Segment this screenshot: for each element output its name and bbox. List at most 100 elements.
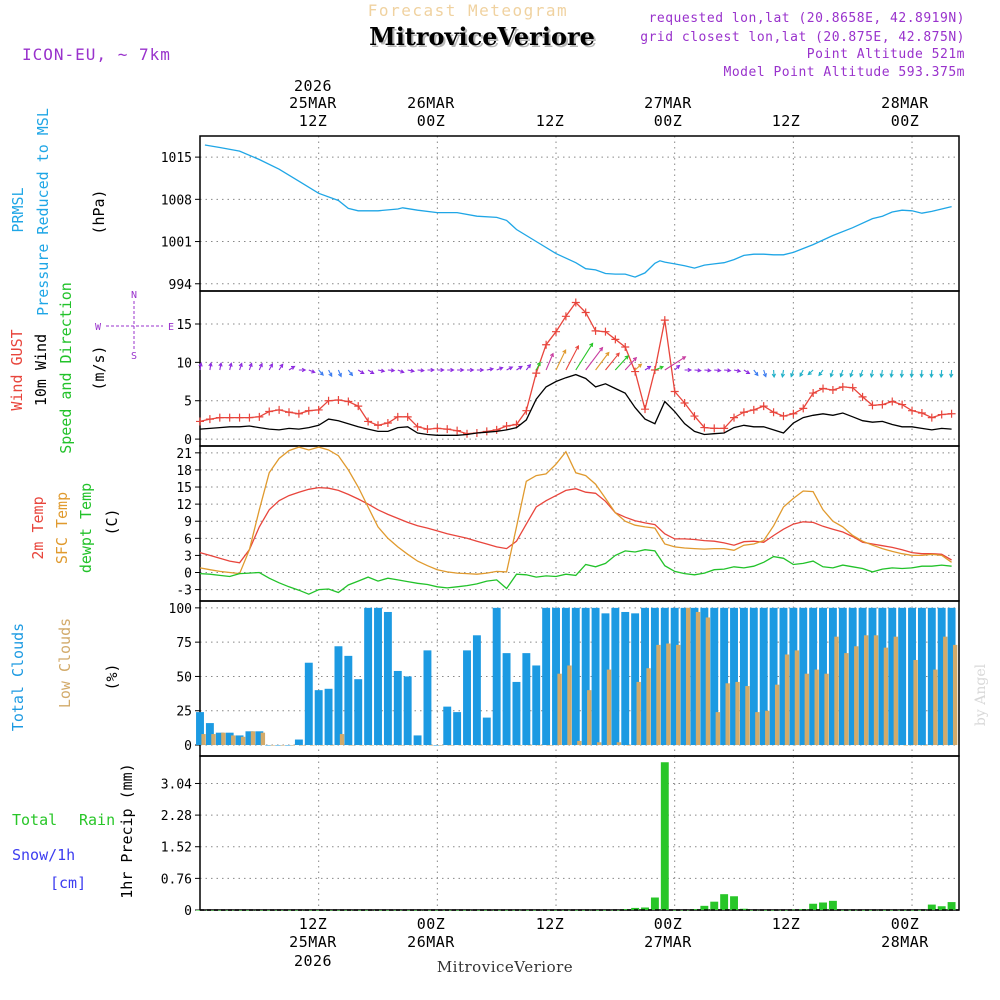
bottom-hour-27mar-12z: 12Z bbox=[772, 915, 801, 933]
wind-direction-arrow bbox=[407, 368, 416, 373]
precip-snow-label: Snow/1h bbox=[12, 846, 75, 864]
total-cloud-bar bbox=[344, 655, 353, 746]
wind-gust-marker bbox=[927, 413, 936, 422]
y-tick-label: 0.76 bbox=[161, 872, 192, 887]
wind-direction-arrow bbox=[525, 363, 532, 371]
low-cloud-bar bbox=[300, 745, 305, 746]
y-tick-label: 2.28 bbox=[161, 809, 192, 824]
temperature-panel-frame bbox=[199, 445, 960, 602]
low-cloud-bar bbox=[240, 736, 246, 746]
low-cloud-bar bbox=[418, 745, 424, 746]
total-cloud-bar bbox=[581, 607, 590, 746]
wind-direction-arrow bbox=[575, 342, 594, 371]
wind-gust-marker bbox=[908, 406, 917, 415]
low-cloud-bar bbox=[517, 745, 523, 746]
y-tick-label: 15 bbox=[176, 318, 192, 333]
wind-gust-marker bbox=[196, 417, 204, 426]
y-tick-label: 3 bbox=[184, 549, 192, 564]
wind-gust-marker bbox=[888, 397, 897, 406]
wind-10m-label: 10m Wind bbox=[32, 334, 50, 406]
wind-gust-marker bbox=[443, 425, 452, 434]
rain-bar bbox=[670, 910, 679, 911]
low-cloud-bar bbox=[695, 611, 701, 746]
total-cloud-bar bbox=[393, 670, 402, 746]
top-year-label: 2026 bbox=[294, 77, 332, 95]
wind-direction-arrow bbox=[238, 362, 243, 371]
wind-direction-arrow bbox=[506, 366, 514, 371]
wind-panel-frame bbox=[199, 290, 960, 447]
top-hour-28mar-00z: 00Z bbox=[891, 112, 920, 130]
wind-direction-arrow bbox=[869, 369, 875, 379]
total-cloud-bar bbox=[739, 607, 748, 746]
wind-gust-marker bbox=[364, 417, 373, 426]
low-cloud-bar bbox=[626, 745, 631, 746]
total-cloud-bar bbox=[621, 611, 630, 746]
bottom-year-label: 2026 bbox=[294, 952, 332, 970]
low-cloud-bar bbox=[577, 740, 582, 746]
wind-direction-arrow bbox=[919, 369, 924, 379]
rain-bar bbox=[819, 902, 827, 910]
wind-gust-marker bbox=[393, 412, 402, 421]
wind-direction-arrow bbox=[909, 369, 914, 379]
watermark: by Angel bbox=[973, 663, 989, 726]
low-cloud-bar bbox=[310, 745, 315, 746]
wind-direction-arrow bbox=[714, 368, 722, 373]
total-cloud-bar bbox=[205, 723, 214, 746]
rain-bar bbox=[631, 907, 640, 910]
wind-gust-marker bbox=[828, 385, 837, 394]
low-cloud-bar bbox=[834, 636, 839, 746]
total-cloud-bar bbox=[492, 607, 501, 746]
pressure-panel: 994 1001 1008 1015 bbox=[161, 135, 960, 293]
bottom-hour-25mar-12z: 12Z bbox=[299, 915, 328, 933]
y-tick-label: 3.04 bbox=[161, 777, 192, 792]
wind-gust-marker bbox=[532, 369, 541, 378]
total-cloud-bar bbox=[828, 607, 837, 746]
low-cloud-bar bbox=[854, 646, 859, 746]
wind-10m-line bbox=[199, 373, 952, 436]
wind-gust-marker bbox=[730, 413, 739, 422]
bottom-date-27mar: 27MAR bbox=[644, 933, 692, 951]
wind-direction-arrow bbox=[258, 362, 263, 371]
low-cloud-bar bbox=[596, 742, 602, 746]
y-tick-label: 75 bbox=[176, 636, 192, 651]
wind-gust-marker bbox=[710, 424, 719, 433]
low-cloud-bar bbox=[705, 617, 711, 746]
total-cloud-bar bbox=[265, 745, 274, 746]
total-cloud-bar bbox=[364, 607, 373, 746]
rain-bar bbox=[690, 909, 699, 910]
low-cloud-bar bbox=[537, 745, 542, 746]
low-cloud-bar bbox=[606, 669, 612, 746]
low-cloud-bar bbox=[685, 607, 691, 746]
temp-unit: (C) bbox=[103, 508, 121, 535]
total-cloud-bar bbox=[472, 635, 481, 746]
wind-gust-marker bbox=[720, 424, 729, 433]
bottom-hour-28mar-00z: 00Z bbox=[891, 915, 920, 933]
wind-direction-arrow bbox=[829, 369, 834, 378]
wind-direction-arrow bbox=[664, 356, 687, 371]
wind-gust-marker bbox=[660, 316, 669, 325]
bottom-time-axis: 12Z 25MAR 2026 00Z 26MAR 12Z 00Z 27MAR 1… bbox=[289, 915, 929, 976]
total-cloud-bar bbox=[314, 690, 323, 746]
total-cloud-bar bbox=[601, 613, 610, 746]
pressure-unit: (hPa) bbox=[90, 189, 108, 234]
total-cloud-bar bbox=[522, 653, 531, 746]
y-tick-label: 5 bbox=[184, 395, 192, 410]
wind-gust-marker bbox=[344, 397, 353, 406]
low-cloud-bar bbox=[715, 712, 720, 746]
total-cloud-bar bbox=[443, 706, 452, 746]
rain-bar bbox=[235, 910, 244, 911]
rain-bar bbox=[453, 910, 462, 911]
low-cloud-bar bbox=[349, 745, 355, 746]
total-cloud-bar bbox=[809, 607, 818, 746]
low-cloud-bar bbox=[201, 734, 206, 746]
temp-dewpoint-line bbox=[199, 549, 952, 595]
low-cloud-bar bbox=[636, 681, 641, 746]
low-cloud-bar bbox=[221, 732, 226, 746]
wind-labels: Wind GUST 10m Wind Speed and Direction (… bbox=[8, 282, 174, 454]
total-cloud-bar bbox=[947, 607, 956, 746]
wind-direction-arrow bbox=[644, 365, 652, 371]
wind-direction-arrow bbox=[298, 367, 307, 373]
wind-gust-marker bbox=[542, 340, 551, 349]
grid-1 bbox=[200, 291, 959, 446]
wind-gust-marker bbox=[898, 400, 907, 409]
